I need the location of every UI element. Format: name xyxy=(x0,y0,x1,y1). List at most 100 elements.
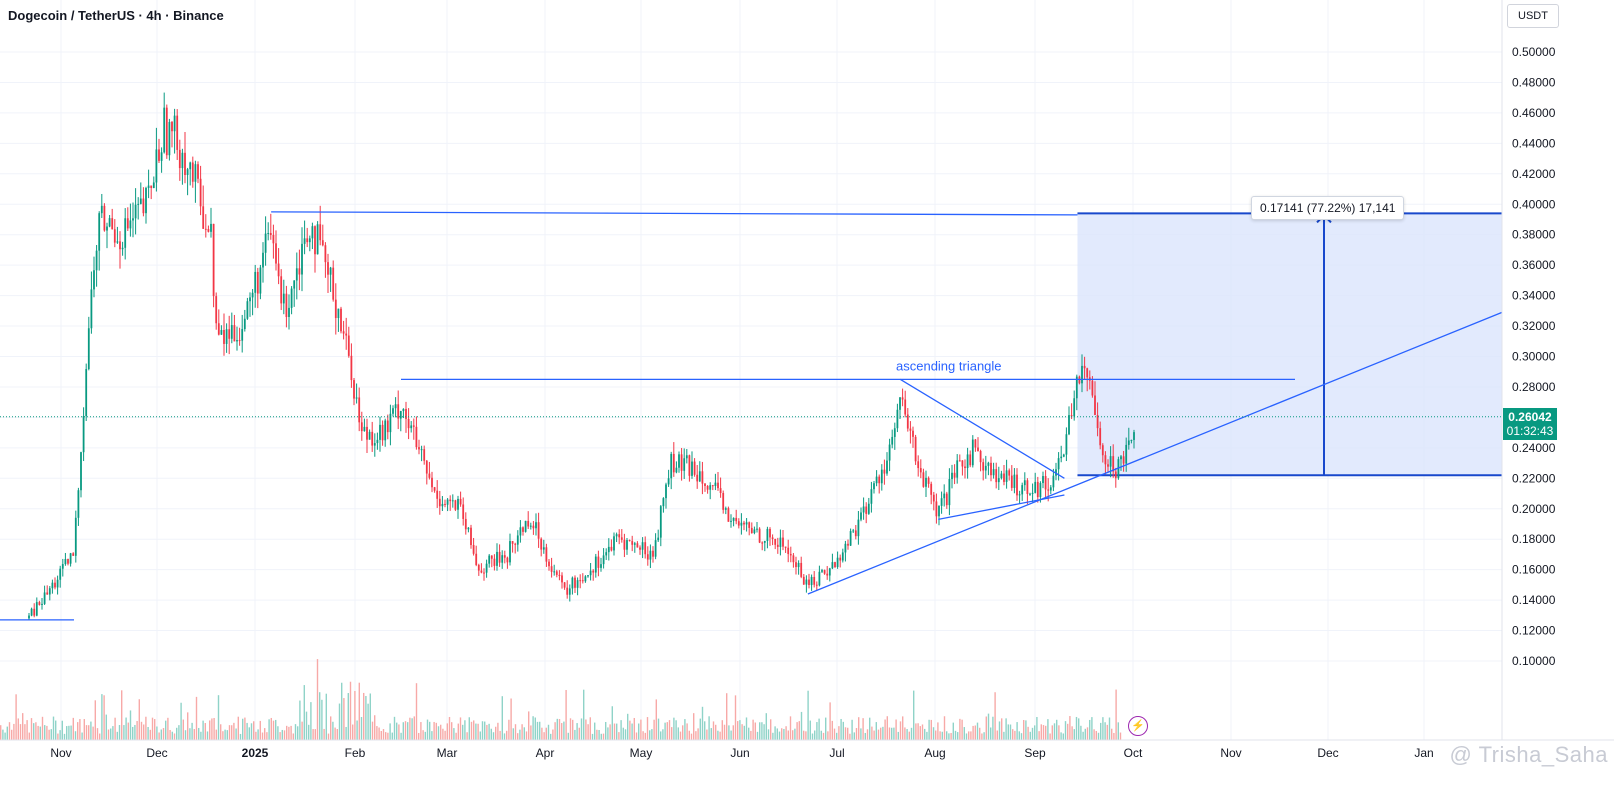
volume-bar xyxy=(1073,729,1075,740)
volume-bar xyxy=(679,731,682,740)
trend-drawings[interactable]: ascending triangle xyxy=(0,211,1503,621)
candle-body xyxy=(475,553,478,565)
volume-bar xyxy=(946,731,948,740)
volume-bar xyxy=(189,728,191,740)
candle-body xyxy=(288,307,290,317)
volume-bar xyxy=(899,721,902,740)
candle-body xyxy=(483,572,485,574)
volume-bar xyxy=(550,733,552,740)
volume-bar xyxy=(734,695,737,740)
candle-body xyxy=(347,335,350,356)
candle-body xyxy=(126,218,129,229)
candle-body xyxy=(1003,473,1005,482)
candle-body xyxy=(852,530,855,532)
volume-bar xyxy=(864,732,866,740)
volume-bar xyxy=(235,728,237,740)
volume-bar xyxy=(358,682,360,740)
volume-bar xyxy=(1104,722,1106,740)
volume-bar xyxy=(567,732,569,740)
volume-bar xyxy=(145,716,147,740)
candle-body xyxy=(459,498,462,505)
volume-bar xyxy=(380,731,382,740)
volume-bar xyxy=(1108,717,1111,740)
volume-bar xyxy=(563,721,565,740)
volume-bar xyxy=(176,727,178,740)
candle-body xyxy=(488,555,491,564)
volume-bar xyxy=(561,723,563,740)
volume-bar xyxy=(347,693,349,740)
candle-body xyxy=(204,228,207,230)
volume-bar xyxy=(759,722,761,740)
volume-bar xyxy=(341,682,343,740)
candle-body xyxy=(54,582,56,588)
volume-bar xyxy=(110,728,112,740)
volume-bar xyxy=(475,723,477,740)
volume-bar xyxy=(1014,730,1016,740)
candle-body xyxy=(457,498,459,510)
volume-bar xyxy=(798,721,800,740)
price-tick-label: 0.48000 xyxy=(1512,75,1556,89)
candle-body xyxy=(659,506,662,538)
candle-body xyxy=(584,576,587,582)
volume-bar xyxy=(228,725,231,740)
candle-body xyxy=(236,340,238,342)
candle-body xyxy=(217,323,220,335)
volume-bar xyxy=(858,717,860,740)
candle-body xyxy=(230,325,233,339)
candle-body xyxy=(823,570,826,574)
volume-bar xyxy=(517,733,519,740)
candle-body xyxy=(277,263,280,277)
candle-body xyxy=(787,547,790,555)
volume-bar xyxy=(303,685,305,740)
volume-bar xyxy=(941,731,943,740)
lightning-icon[interactable]: ⚡ xyxy=(1128,716,1148,736)
candle-body xyxy=(693,461,696,475)
candle-body xyxy=(1010,475,1013,488)
volume-bar xyxy=(1029,731,1031,740)
volume-bar xyxy=(877,729,880,740)
candle-body xyxy=(171,121,173,132)
volume-bar xyxy=(635,732,638,740)
wedge-line xyxy=(899,378,1065,479)
volume-bar xyxy=(1117,722,1119,740)
candle-body xyxy=(618,534,621,538)
volume-bar xyxy=(506,730,508,740)
candle-body xyxy=(620,537,623,540)
candle-body xyxy=(836,557,839,567)
candle-body xyxy=(899,397,901,410)
volume-bar xyxy=(321,699,323,740)
volume-bar xyxy=(1115,689,1117,740)
volume-bar xyxy=(611,706,613,740)
volume-bar xyxy=(1027,726,1029,740)
volume-bar xyxy=(246,722,248,740)
volume-bar xyxy=(99,733,101,740)
candle-body xyxy=(82,415,85,453)
volume-bar xyxy=(37,725,39,740)
volume-bar xyxy=(855,728,858,740)
volume-bar xyxy=(158,732,160,740)
candle-body xyxy=(818,571,821,586)
volume-bar xyxy=(904,727,906,740)
volume-bar xyxy=(457,723,459,740)
candle-body xyxy=(927,477,930,484)
currency-button[interactable]: USDT xyxy=(1507,4,1559,28)
candle-body xyxy=(883,469,886,474)
volume-bar xyxy=(217,695,220,740)
measure-label: 0.17141 (77.22%) 17,141 xyxy=(1251,196,1405,220)
volume-bar xyxy=(338,703,341,740)
volume-bar xyxy=(72,717,74,740)
volume-bar xyxy=(719,731,721,740)
candle-body xyxy=(363,426,366,432)
volume-bar xyxy=(602,733,605,740)
candle-body xyxy=(958,460,961,462)
volume-bar xyxy=(664,722,666,740)
volume-bar xyxy=(1036,716,1038,740)
volume-bar xyxy=(882,726,884,740)
price-tick-label: 0.10000 xyxy=(1512,654,1556,668)
candle-body xyxy=(69,553,72,564)
candle-body xyxy=(342,331,345,334)
volume-bar xyxy=(1045,725,1047,740)
volume-bar xyxy=(1082,731,1084,740)
candle-body xyxy=(241,329,244,341)
